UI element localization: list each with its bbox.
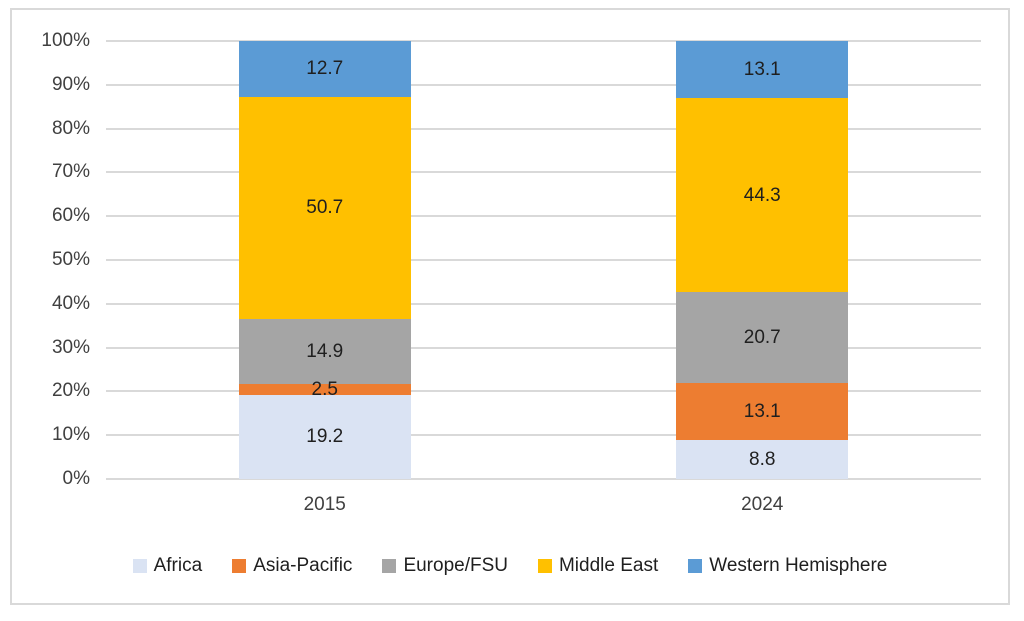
y-axis-tick-label: 100% <box>41 30 90 51</box>
data-label: 44.3 <box>743 184 781 206</box>
legend: Africa Asia-Pacific Europe/FSU Middle East W… <box>12 555 1008 577</box>
gridline <box>106 259 981 261</box>
legend-swatch-icon <box>688 559 703 573</box>
gridline <box>106 171 981 174</box>
plot-area: 19.2 2.5 14.9 50.7 12.7 8.8 13.1 20.7 44.3 13.1 <box>106 40 981 480</box>
data-label: 50.7 <box>306 197 344 219</box>
gridline <box>106 215 981 218</box>
segment-western-hemisphere-2015: 12.7 <box>238 41 411 97</box>
gridline <box>106 302 981 305</box>
y-axis-tick-label: 50% <box>51 249 90 270</box>
legend-swatch-icon <box>537 559 552 573</box>
legend-item-western-hemisphere: Western Hemisphere <box>688 555 887 577</box>
legend-swatch-icon <box>232 559 247 573</box>
segment-africa-2024: 8.8 <box>676 440 849 479</box>
segment-western-hemisphere-2024: 13.1 <box>676 41 849 99</box>
data-label: 13.1 <box>743 59 781 81</box>
data-label: 2.5 <box>311 378 338 400</box>
segment-asia-pacific-2024: 13.1 <box>676 383 849 441</box>
gridline <box>106 434 981 437</box>
legend-item-europe-fsu: Europe/FSU <box>382 555 508 577</box>
y-axis-tick-label: 10% <box>51 424 90 446</box>
gridline <box>106 127 981 130</box>
y-axis-tick-label: 90% <box>51 73 90 95</box>
segment-europe-fsu-2024: 20.7 <box>676 292 849 384</box>
gridline <box>106 83 981 86</box>
y-axis-tick-label: 40% <box>51 292 90 314</box>
data-label: 13.1 <box>743 401 781 423</box>
legend-label: Africa <box>153 555 203 576</box>
x-axis-category-label: 2024 <box>741 494 784 515</box>
legend-label: Europe/FSU <box>403 555 508 576</box>
legend-item-middle-east: Middle East <box>537 555 659 577</box>
legend-swatch-icon <box>382 559 397 573</box>
legend-label: Western Hemisphere <box>709 555 888 576</box>
segment-middle-east-2024: 44.3 <box>676 98 849 293</box>
legend-label: Middle East <box>558 555 659 576</box>
legend-item-africa: Africa <box>132 555 203 577</box>
segment-middle-east-2015: 50.7 <box>238 96 411 319</box>
segment-europe-fsu-2015: 14.9 <box>238 318 411 384</box>
segment-africa-2015: 19.2 <box>238 394 411 479</box>
y-axis-tick-label: 60% <box>51 205 90 227</box>
gridline <box>106 478 981 480</box>
data-label: 19.2 <box>306 426 344 448</box>
legend-label: Asia-Pacific <box>253 555 353 576</box>
gridline <box>106 390 981 393</box>
data-label: 12.7 <box>306 58 344 80</box>
y-axis-tick-label: 0% <box>62 468 90 489</box>
data-label: 20.7 <box>743 327 781 349</box>
segment-asia-pacific-2015: 2.5 <box>238 380 411 399</box>
y-axis-tick-label: 70% <box>51 161 90 183</box>
legend-swatch-icon <box>132 559 147 573</box>
x-axis-category-label: 2015 <box>303 494 346 515</box>
data-label: 8.8 <box>749 449 776 471</box>
gridline <box>106 40 981 42</box>
y-axis-tick-label: 30% <box>51 336 90 358</box>
data-label: 14.9 <box>306 340 344 362</box>
y-axis-tick-label: 20% <box>51 380 90 402</box>
bar-2024: 8.8 13.1 20.7 44.3 13.1 <box>676 41 849 479</box>
chart-frame: 19.2 2.5 14.9 50.7 12.7 8.8 13.1 20.7 44.3 13.1 0… <box>10 8 1010 605</box>
legend-item-asia-pacific: Asia-Pacific <box>232 555 352 577</box>
bar-2015: 19.2 2.5 14.9 50.7 12.7 <box>238 41 411 479</box>
gridline <box>106 346 981 349</box>
y-axis-tick-label: 80% <box>51 117 90 139</box>
